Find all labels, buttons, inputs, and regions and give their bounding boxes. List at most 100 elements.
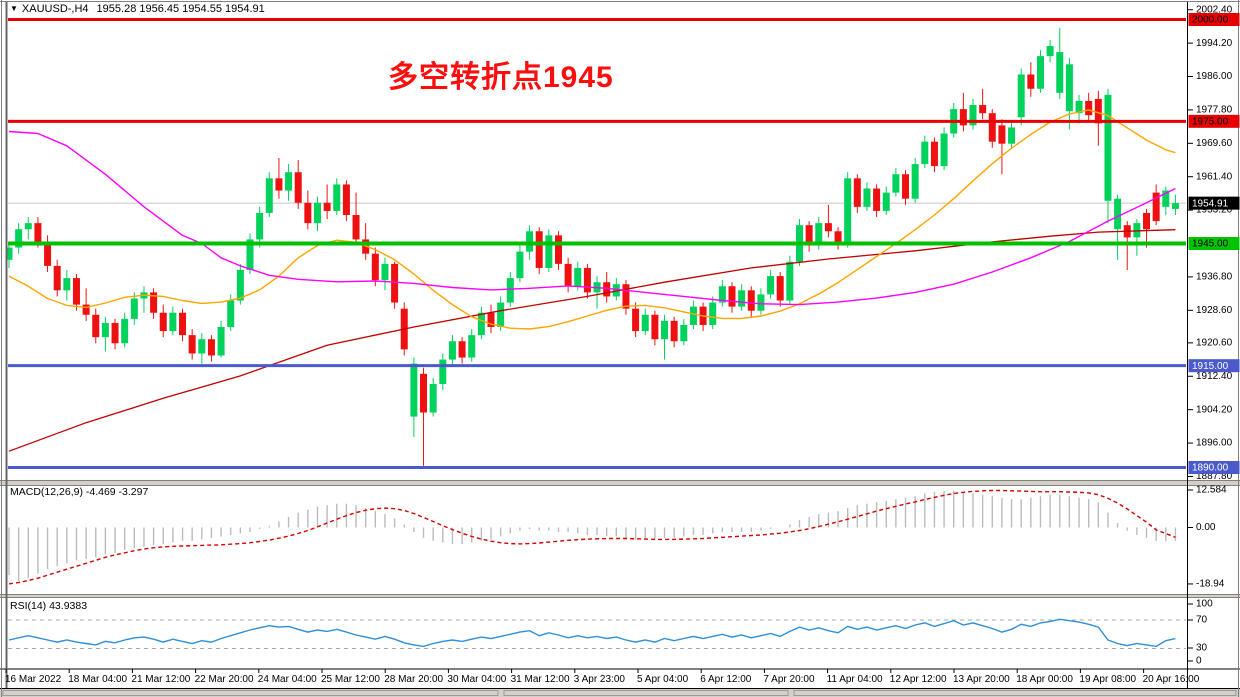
price-badge-text: 1915.00	[1192, 361, 1229, 372]
candle-body	[1162, 190, 1170, 207]
candle-body	[487, 312, 495, 327]
price-badge-1975.00: 1975.00	[1188, 114, 1240, 128]
candle-body	[429, 384, 437, 413]
candle-body	[294, 172, 302, 203]
price-tick-label: 1936.80	[1196, 272, 1233, 283]
candle-body	[458, 341, 466, 358]
price-badge-1915.00: 1915.00	[1188, 359, 1240, 373]
candle-body	[718, 286, 726, 303]
candle-body	[5, 247, 13, 260]
candle-body	[728, 286, 736, 307]
time-tick-label: 31 Mar 12:00	[511, 674, 570, 685]
candle-body	[844, 178, 852, 244]
candle-body	[439, 359, 447, 385]
candle-body	[583, 267, 591, 293]
candle-body	[352, 214, 360, 240]
candle-body	[101, 322, 109, 338]
candle-body	[805, 225, 813, 246]
candle-body	[256, 212, 264, 240]
candle-body	[34, 223, 42, 242]
rsi-line	[8, 618, 1176, 648]
time-tick-label: 11 Apr 04:00	[827, 674, 883, 685]
candle-body	[641, 314, 649, 332]
candle-body	[545, 235, 553, 268]
candle-body	[834, 231, 842, 244]
candle-body	[786, 261, 794, 301]
candle-body	[1104, 94, 1112, 201]
candle-body	[82, 304, 90, 315]
time-tick-label: 16 Mar 2022	[5, 674, 62, 685]
candle-body	[150, 292, 158, 313]
price-badge-text: 1975.00	[1192, 116, 1229, 127]
price-badge-text: 2000.00	[1192, 15, 1229, 26]
time-tick-label: 18 Apr 00:00	[1016, 674, 1073, 685]
candle-body	[526, 231, 534, 252]
candle-body	[824, 223, 832, 232]
candle-body	[207, 339, 215, 356]
time-tick-label: 6 Apr 12:00	[700, 674, 752, 685]
candle-body	[477, 312, 485, 336]
candle-body	[159, 312, 167, 332]
candle-body	[815, 223, 823, 246]
price-tick-label: 1912.40	[1196, 371, 1233, 382]
time-tick-label: 12 Apr 12:00	[890, 674, 947, 685]
ma-medium-line	[8, 109, 1176, 330]
price-tick-label: 1920.60	[1196, 338, 1233, 349]
candle-body	[632, 308, 640, 332]
candle-body	[236, 269, 244, 301]
candle-body	[535, 231, 543, 268]
candle-body	[757, 294, 765, 311]
indicator-scales: 12.584 0.00 -18.94 100 70 30 0	[1188, 485, 1227, 667]
candle-body	[564, 263, 572, 287]
ohlc-quotes-label: 1955.28 1956.45 1954.55 1954.91	[96, 3, 265, 15]
candle-body	[574, 267, 582, 287]
candle-body	[1152, 192, 1160, 222]
candle-body	[670, 320, 678, 342]
price-tick-label: 1977.80	[1196, 105, 1233, 116]
candle-body	[342, 184, 350, 215]
price-tick-label: 1986.00	[1196, 71, 1233, 82]
candle-body	[1094, 98, 1102, 124]
candle-body	[53, 265, 61, 291]
price-tick-label: 1961.40	[1196, 171, 1233, 182]
candle-body	[265, 178, 273, 213]
candle-body	[323, 202, 331, 211]
price-tick-label: 1969.60	[1196, 138, 1233, 149]
candle-body	[15, 229, 23, 248]
candle-body	[979, 105, 987, 114]
candle-body	[130, 298, 138, 319]
candle-body	[72, 278, 80, 305]
candle-body	[1143, 212, 1151, 230]
candle-body	[1017, 74, 1025, 118]
candle-body	[603, 282, 611, 297]
candle-body	[863, 188, 871, 207]
candle-body	[1171, 203, 1179, 209]
rsi-scale-label: 100	[1196, 599, 1213, 610]
macd-histogram	[8, 490, 1177, 582]
candle-body	[111, 322, 119, 344]
candle-body	[738, 290, 746, 307]
candle-body	[873, 188, 881, 211]
price-tick-label: 1896.00	[1196, 438, 1233, 449]
price-badge-text: 1945.00	[1192, 239, 1229, 250]
candle-body	[998, 125, 1006, 144]
candle-body	[371, 253, 379, 281]
time-tick-label: 13 Apr 20:00	[953, 674, 1010, 685]
candle-body	[767, 276, 775, 295]
candle-body	[940, 133, 948, 167]
candle-body	[680, 324, 688, 342]
macd-scale-label: 12.584	[1196, 485, 1227, 496]
candle-body	[420, 373, 428, 413]
candle-body	[275, 178, 283, 191]
price-badge-1954.91: 1954.91	[1188, 196, 1240, 210]
candle-body	[468, 335, 476, 358]
time-axis[interactable]: 16 Mar 2022 18 Mar 04:00 21 Mar 12:00 22 Ma…	[5, 669, 1200, 685]
macd-scale-label: 0.00	[1196, 522, 1216, 533]
dropdown-arrow-icon[interactable]: ▼	[10, 4, 18, 13]
price-tick-label: 2002.40	[1196, 4, 1233, 15]
candle-body	[497, 302, 505, 327]
candle-body	[304, 202, 312, 224]
